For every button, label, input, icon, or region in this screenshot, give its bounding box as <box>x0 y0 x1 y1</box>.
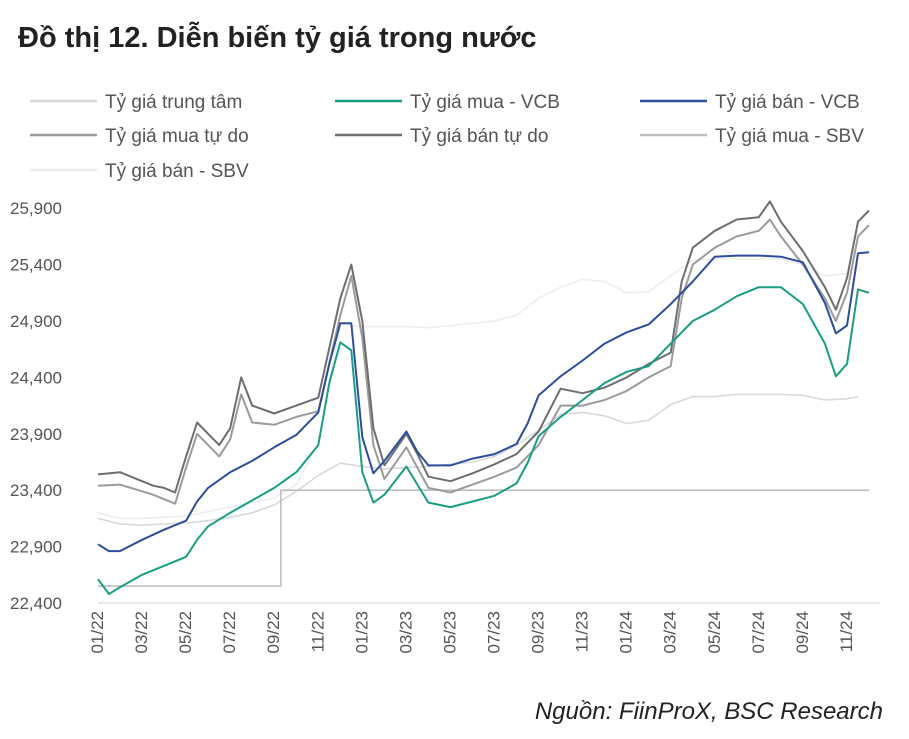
series-line <box>97 393 859 527</box>
y-tick-label: 22,900 <box>10 538 62 557</box>
y-tick-labels: 22,400 22,900 23,400 23,900 24,400 24,900 25,4… <box>10 199 62 613</box>
series-lines <box>97 200 870 595</box>
x-tick-label: 01/24 <box>617 611 636 654</box>
y-tick-label: 24,900 <box>10 312 62 331</box>
y-tick-label: 25,900 <box>10 199 62 218</box>
legend-label: Tỷ giá bán - VCB <box>715 92 860 113</box>
x-tick-label: 05/24 <box>705 611 724 654</box>
x-tick-label: 03/23 <box>396 611 415 654</box>
x-tick-label: 11/23 <box>573 611 592 652</box>
legend-label: Tỷ giá bán tự do <box>410 126 548 147</box>
x-tick-label: 05/23 <box>440 611 459 654</box>
x-tick-labels: 01/22 03/22 05/22 07/22 09/22 11/22 01/23 03/23… <box>88 611 856 654</box>
y-tick-label: 23,400 <box>10 481 62 500</box>
series-line <box>97 258 859 520</box>
x-tick-label: 09/22 <box>264 611 283 654</box>
x-tick-label: 03/24 <box>661 611 680 654</box>
legend-label: Tỷ giá mua - VCB <box>410 92 560 113</box>
x-tick-label: 05/22 <box>176 611 195 654</box>
x-tick-label: 07/24 <box>749 611 768 654</box>
x-tick-label: 07/22 <box>220 611 239 654</box>
x-tick-label: 11/22 <box>308 611 327 652</box>
legend-label: Tỷ giá mua - SBV <box>715 126 864 147</box>
x-tick-label: 07/23 <box>485 611 504 654</box>
series-line <box>97 286 870 595</box>
legend-label: Tỷ giá mua tự do <box>105 126 249 147</box>
y-tick-label: 24,400 <box>10 368 62 387</box>
series-line <box>97 251 870 553</box>
legend: Tỷ giá trung tâm Tỷ giá mua - VCB Tỷ giá b… <box>30 92 864 182</box>
series-line <box>97 218 870 505</box>
x-tick-label: 03/22 <box>132 611 151 654</box>
chart-title: Đồ thị 12. Diễn biến tỷ giá trong nước <box>18 22 537 54</box>
y-tick-label: 23,900 <box>10 425 62 444</box>
x-tick-label: 01/23 <box>352 611 371 654</box>
x-tick-label: 01/22 <box>88 611 107 654</box>
series-line <box>98 489 869 587</box>
legend-label: Tỷ giá bán - SBV <box>105 161 249 182</box>
series-line <box>97 200 870 494</box>
source-note: Nguồn: FiinProX, BSC Research <box>534 698 883 725</box>
x-tick-label: 11/24 <box>837 611 856 652</box>
y-tick-label: 22,400 <box>10 594 62 613</box>
x-tick-label: 09/23 <box>529 611 548 654</box>
y-tick-label: 25,400 <box>10 256 62 275</box>
x-tick-label: 09/24 <box>793 611 812 654</box>
legend-label: Tỷ giá trung tâm <box>105 92 242 113</box>
